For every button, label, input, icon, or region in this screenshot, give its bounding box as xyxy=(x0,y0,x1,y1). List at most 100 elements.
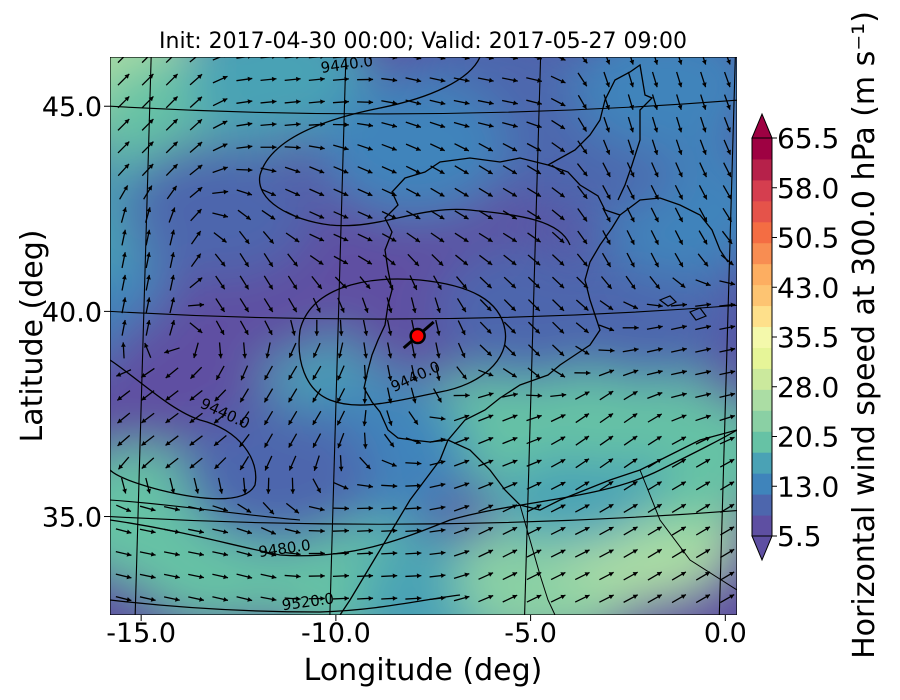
colorbar-segment-6 xyxy=(752,389,772,411)
colorbar-segment-10 xyxy=(752,305,772,328)
wind-vector-114 xyxy=(357,505,374,511)
wind-vector-300 xyxy=(457,342,466,358)
wind-vector-102 xyxy=(695,526,711,536)
wind-vector-235 xyxy=(141,390,155,401)
wind-vector-307 xyxy=(622,347,639,353)
wind-vector-398 xyxy=(309,255,324,266)
wind-vector-460 xyxy=(551,209,565,221)
wind-vector-360 xyxy=(646,303,663,309)
wind-vector-395 xyxy=(239,253,250,268)
wind-vector-155 xyxy=(720,481,735,491)
wind-vector-308 xyxy=(646,347,663,353)
wind-vector-124 xyxy=(599,503,614,513)
colorbar-segment-8 xyxy=(752,347,772,369)
wind-vector-11 xyxy=(381,596,398,601)
wind-vector-431 xyxy=(478,232,493,243)
wind-vector-328 xyxy=(503,321,517,334)
wind-vector-187 xyxy=(238,433,250,448)
wind-vector-573 xyxy=(141,96,154,109)
wind-vector-621 xyxy=(676,71,683,88)
wind-vector-279 xyxy=(574,370,591,376)
wind-vector-532 xyxy=(405,143,421,152)
wind-vector-73 xyxy=(623,548,638,558)
wind-vector-139 xyxy=(333,481,349,490)
wind-vector-562 xyxy=(502,121,518,128)
wind-vector-333 xyxy=(622,325,639,331)
wind-vector-488 xyxy=(602,185,611,200)
y-tick-label-2: 45.0 xyxy=(42,92,102,123)
wind-vector-229 xyxy=(623,412,638,424)
wind-vector-540 xyxy=(602,139,611,155)
wind-vector-461 xyxy=(577,208,588,222)
wind-vector-533 xyxy=(430,143,446,152)
wind-vector-568 xyxy=(651,116,659,133)
wind-vector-487 xyxy=(576,185,588,200)
wind-vector-270 xyxy=(362,364,368,381)
wind-vector-36 xyxy=(357,573,374,579)
wind-vector-197 xyxy=(478,437,494,445)
wind-vector-314 xyxy=(169,319,176,336)
wind-vector-326 xyxy=(457,320,466,336)
wind-vector-588 xyxy=(501,99,518,106)
wind-vector-57 xyxy=(236,550,253,557)
wind-vector-105 xyxy=(139,505,156,512)
wind-vector-22 xyxy=(647,594,663,604)
wind-vector-511 xyxy=(526,165,542,175)
wind-vector-75 xyxy=(671,548,687,559)
wind-vector-161 xyxy=(239,456,250,471)
wind-vector-63 xyxy=(381,550,398,556)
wind-vector-392 xyxy=(169,252,176,269)
wind-vector-269 xyxy=(337,365,345,381)
x-tick-label-1: -10.0 xyxy=(301,618,371,649)
wind-vector-567 xyxy=(627,116,635,133)
wind-vector-169 xyxy=(429,459,446,466)
wind-vector-179 xyxy=(671,458,687,468)
wind-vector-59 xyxy=(284,551,301,557)
wind-vector-613 xyxy=(477,77,494,83)
wind-vector-439 xyxy=(674,230,684,245)
wind-vector-584 xyxy=(405,99,422,106)
wind-vector-264 xyxy=(215,365,225,381)
wind-vector-249 xyxy=(477,392,494,399)
wind-vector-478 xyxy=(357,188,373,197)
wind-vector-167 xyxy=(381,459,397,467)
wind-vector-500 xyxy=(260,167,277,173)
wind-vector-641 xyxy=(531,57,543,61)
wind-vector-190 xyxy=(312,433,322,448)
wind-vector-537 xyxy=(526,142,542,152)
wind-vector-281 xyxy=(622,369,639,377)
wind-vector-611 xyxy=(429,77,446,83)
wind-vector-609 xyxy=(381,77,398,83)
wind-vector-5 xyxy=(236,596,253,602)
wind-vector-111 xyxy=(285,502,300,514)
wind-vector-477 xyxy=(333,188,349,197)
wind-vector-427 xyxy=(381,233,397,242)
wind-vector-21 xyxy=(623,594,639,603)
wind-vector-303 xyxy=(527,344,541,357)
wind-vector-503 xyxy=(333,166,349,174)
wind-vector-261 xyxy=(140,367,155,378)
wind-vector-306 xyxy=(598,348,615,353)
wind-vector-571 xyxy=(723,116,731,133)
contour-line-9480 xyxy=(110,429,737,557)
wind-vector-84 xyxy=(260,527,277,535)
wind-vector-479 xyxy=(381,188,397,197)
wind-vector-637 xyxy=(434,57,446,61)
wind-vector-138 xyxy=(312,478,322,494)
wind-vector-144 xyxy=(453,482,470,490)
wind-vector-551 xyxy=(236,121,253,127)
wind-vector-66 xyxy=(453,550,470,557)
wind-vector-39 xyxy=(429,573,446,578)
wind-vector-616 xyxy=(550,75,566,84)
inland-boundary xyxy=(519,504,556,615)
wind-vector-186 xyxy=(213,435,227,447)
colorbar-segment-2 xyxy=(752,473,772,495)
wind-vector-552 xyxy=(260,121,277,127)
wind-vector-82 xyxy=(212,528,229,535)
wind-vector-193 xyxy=(383,433,395,448)
wind-vector-32 xyxy=(260,573,277,580)
wind-vector-603 xyxy=(236,76,253,82)
wind-vector-397 xyxy=(287,253,299,267)
wind-vector-370 xyxy=(263,275,274,290)
wind-vector-338 xyxy=(121,297,127,314)
